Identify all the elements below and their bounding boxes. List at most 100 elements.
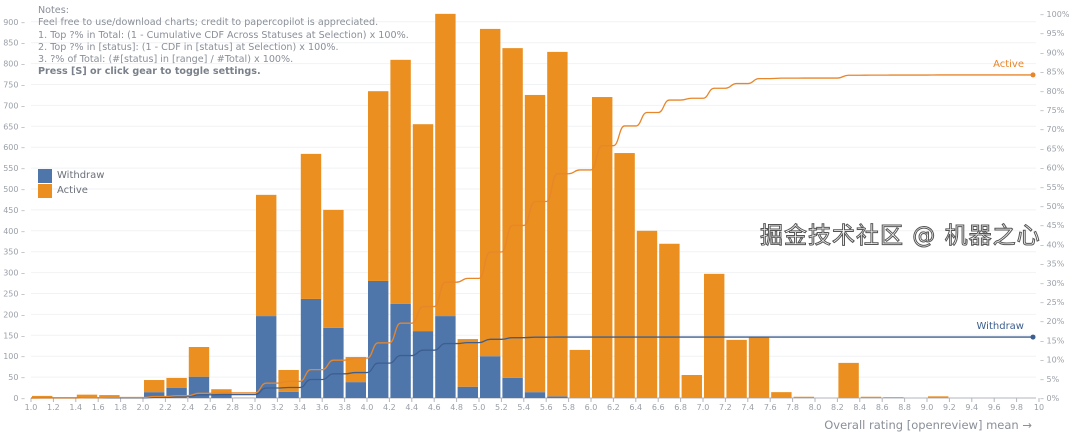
bar-active (704, 273, 725, 398)
x-tick-label: 6.4 (629, 403, 642, 412)
bar-active (144, 380, 165, 393)
x-tick-label: 5.4 (517, 403, 530, 412)
bar-withdraw (502, 377, 523, 398)
bar-active (412, 124, 434, 332)
cdf-end-marker (1030, 334, 1036, 340)
bar-active (838, 362, 859, 398)
bar-active (883, 397, 904, 398)
y2-tick-label: – 40% (1040, 240, 1065, 249)
x-tick-label: 2.4 (181, 403, 194, 412)
bar-withdraw (457, 386, 478, 398)
y2-tick-label: – 100% (1040, 10, 1070, 19)
x-tick-label: 6.2 (607, 403, 620, 412)
bar-withdraw (524, 392, 546, 398)
x-tick-label: 3.6 (316, 403, 329, 412)
cdf-line-withdraw (30, 336, 1033, 399)
y-tick-label: 750 – (3, 81, 25, 90)
bar-active (592, 97, 613, 398)
y2-tick-label: – 30% (1040, 279, 1065, 288)
bar-active (614, 153, 635, 398)
settings-hint: Press [S] or click gear to toggle settin… (38, 66, 261, 78)
y2-tick-label: – 45% (1040, 221, 1065, 230)
y2-tick-label: – 20% (1040, 317, 1065, 326)
x-tick-label: 7.0 (697, 403, 710, 412)
bar-withdraw (412, 331, 434, 398)
x-tick-label: 5.6 (540, 403, 553, 412)
y-tick-label: 150 – (3, 331, 25, 340)
y-tick-label: 400 – (3, 227, 25, 236)
legend-item-withdraw[interactable]: Withdraw (38, 168, 104, 183)
legend-item-active[interactable]: Active (38, 183, 104, 198)
y-tick-label: 500 – (3, 185, 25, 194)
x-tick-label: 9.4 (965, 403, 978, 412)
x-tick-label: 1.2 (47, 403, 60, 412)
x-tick-label: 6.6 (652, 403, 665, 412)
bar-active (188, 347, 210, 377)
x-tick-label: 8.8 (898, 403, 911, 412)
x-tick-label: 4.2 (383, 403, 396, 412)
x-tick-label: 8.4 (853, 403, 866, 412)
bar-active (300, 153, 322, 299)
x-tick-label: 9.0 (921, 403, 934, 412)
y-tick-label: 450 – (3, 206, 25, 215)
x-axis-label: Overall rating [openreview] mean → (824, 418, 1032, 432)
bar-active (726, 339, 747, 398)
bar-active (928, 396, 949, 398)
x-tick-label: 5.0 (473, 403, 486, 412)
bar-withdraw (278, 391, 299, 398)
x-tick-label: 7.6 (764, 403, 777, 412)
x-tick-label: 5.2 (495, 403, 508, 412)
bar-active (636, 230, 658, 398)
bar-active (524, 94, 546, 393)
x-tick-label: 3.2 (271, 403, 284, 412)
x-tick-label: 4.4 (405, 403, 418, 412)
bar-active (435, 13, 456, 317)
x-tick-label: 1.0 (25, 403, 38, 412)
x-tick-label: 2.8 (226, 403, 239, 412)
bar-active (166, 377, 187, 388)
x-tick-label: 2.6 (204, 403, 217, 412)
y-tick-label: 200 – (3, 310, 25, 319)
cdf-line-active (30, 74, 1033, 399)
y2-tick-label: – 90% (1040, 48, 1065, 57)
x-tick-label: 8.6 (876, 403, 889, 412)
y-tick-label: 550 – (3, 164, 25, 173)
x-tick-label: 6.0 (585, 403, 598, 412)
y2-tick-label: – 95% (1040, 29, 1065, 38)
y2-tick-label: – 70% (1040, 125, 1065, 134)
bar-withdraw (435, 316, 456, 398)
bar-active (480, 28, 501, 357)
bar-withdraw (345, 382, 366, 398)
y-tick-label: 100 – (3, 352, 25, 361)
bar-withdraw (547, 396, 568, 398)
y2-tick-label: – 50% (1040, 202, 1065, 211)
cdf-end-label: Active (993, 59, 1024, 70)
cdf-end-marker (1030, 72, 1036, 78)
y2-tick-label: – 5% (1040, 375, 1060, 384)
y-tick-label: 850 – (3, 39, 25, 48)
bar-active (793, 396, 814, 398)
y-tick-label: 650 – (3, 122, 25, 131)
y-tick-label: 700 – (3, 101, 25, 110)
x-tick-label: 6.8 (674, 403, 687, 412)
bar-active (502, 48, 523, 378)
x-tick-label: 9.2 (943, 403, 956, 412)
notes-line: Feel free to use/download charts; credit… (38, 17, 379, 29)
x-tick-label: 9.6 (988, 403, 1001, 412)
bar-withdraw (480, 356, 501, 398)
notes-heading: Notes: (38, 5, 69, 16)
bar-withdraw (256, 316, 277, 398)
x-tick-label: 1.4 (69, 403, 82, 412)
y-tick-label: 900 – (3, 18, 25, 27)
y2-tick-label: – 10% (1040, 356, 1065, 365)
legend-label: Withdraw (57, 170, 105, 181)
notes-line: 2. Top ?% in [status]: (1 - CDF in [stat… (38, 41, 339, 53)
x-tick-label: 3.4 (293, 403, 306, 412)
y-tick-label: 600 – (3, 143, 25, 152)
bar-active (345, 357, 366, 383)
bar-withdraw (390, 303, 411, 398)
bar-active (323, 209, 344, 328)
x-tick-label: 2.2 (159, 403, 172, 412)
x-tick-label: 7.2 (719, 403, 732, 412)
x-tick-label: 4.8 (450, 403, 463, 412)
